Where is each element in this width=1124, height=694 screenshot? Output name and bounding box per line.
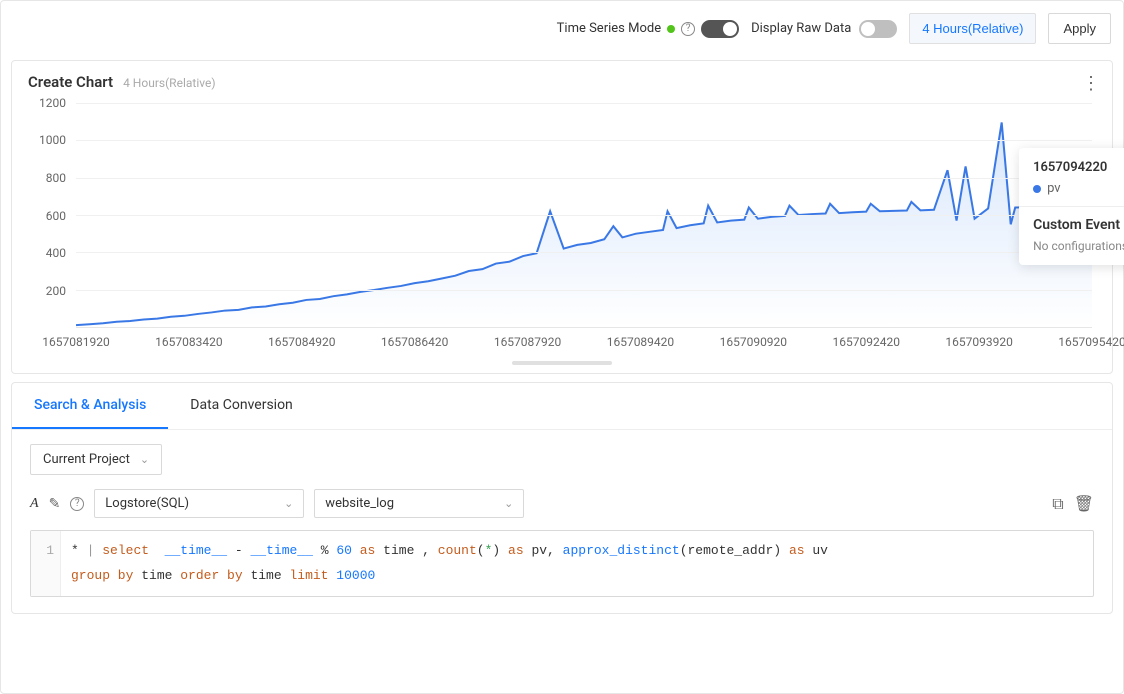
- tooltip-timestamp: 1657094220: [1033, 160, 1124, 175]
- chart-header: Create Chart 4 Hours(Relative): [20, 73, 1104, 97]
- delete-icon[interactable]: 🗑: [1074, 494, 1094, 514]
- chart-plot[interactable]: [76, 103, 1092, 328]
- sql-editor[interactable]: 1 * | select __time__ - __time__ % 60 as…: [30, 530, 1094, 597]
- chevron-down-icon: ⌄: [504, 497, 513, 510]
- scroll-hint[interactable]: [512, 361, 612, 365]
- status-dot-icon: [667, 25, 675, 33]
- project-select-label: Current Project: [43, 452, 130, 467]
- table-select[interactable]: website_log ⌄: [314, 489, 524, 518]
- chart-body: 20040060080010001200 1657081920165708342…: [28, 103, 1096, 353]
- tooltip-dot-icon: [1033, 185, 1041, 193]
- chevron-down-icon: ⌄: [284, 497, 293, 510]
- logstore-select-label: Logstore(SQL): [105, 496, 189, 511]
- editor-gutter: 1: [31, 531, 61, 596]
- chevron-down-icon: ⌄: [140, 453, 149, 466]
- raw-data-toggle[interactable]: [859, 20, 897, 38]
- apply-button[interactable]: Apply: [1048, 13, 1111, 44]
- tooltip-divider: [1019, 206, 1124, 207]
- project-select[interactable]: Current Project ⌄: [30, 444, 162, 475]
- project-row: Current Project ⌄: [12, 430, 1112, 485]
- y-axis: 20040060080010001200: [28, 103, 68, 328]
- chart-panel: Create Chart 4 Hours(Relative) ⋮ 2004006…: [11, 60, 1113, 374]
- tooltip-series-label: pv: [1047, 181, 1061, 196]
- app-container: Time Series Mode ? Display Raw Data 4 Ho…: [0, 0, 1124, 694]
- query-toolbar: A ✎ ? Logstore(SQL) ⌄ website_log ⌄ ⧉ 🗑: [12, 485, 1112, 530]
- table-select-label: website_log: [325, 496, 394, 511]
- help-icon[interactable]: ?: [681, 22, 695, 36]
- tooltip-event-title: Custom Event: [1033, 217, 1124, 233]
- toolbar-right-icons: ⧉ 🗑: [1052, 494, 1094, 514]
- x-axis: 1657081920165708342016570849201657086420…: [76, 331, 1092, 353]
- chart-title: Create Chart: [28, 73, 113, 91]
- tab-data-conversion[interactable]: Data Conversion: [168, 383, 315, 429]
- editor-code[interactable]: * | select __time__ - __time__ % 60 as t…: [61, 531, 838, 596]
- chart-menu-icon[interactable]: ⋮: [1082, 73, 1100, 94]
- raw-data-group: Display Raw Data: [751, 20, 897, 38]
- chart-tooltip: 1657094220 pv 1096 Custom Event No confi…: [1019, 148, 1124, 265]
- query-panel: Search & Analysis Data Conversion Curren…: [11, 382, 1113, 614]
- edit-icon[interactable]: ✎: [49, 496, 61, 512]
- query-help-icon[interactable]: ?: [70, 497, 84, 511]
- tooltip-series-row: pv 1096: [1033, 181, 1124, 196]
- time-series-toggle[interactable]: [701, 20, 739, 38]
- time-range-button[interactable]: 4 Hours(Relative): [909, 13, 1036, 44]
- time-series-mode-group: Time Series Mode ?: [557, 20, 739, 38]
- tab-search-analysis[interactable]: Search & Analysis: [12, 383, 168, 429]
- format-icon[interactable]: A: [30, 496, 39, 512]
- raw-data-label: Display Raw Data: [751, 21, 851, 36]
- chart-subtitle: 4 Hours(Relative): [123, 76, 215, 90]
- tabs: Search & Analysis Data Conversion: [12, 383, 1112, 430]
- logstore-select[interactable]: Logstore(SQL) ⌄: [94, 489, 304, 518]
- top-bar: Time Series Mode ? Display Raw Data 4 Ho…: [5, 5, 1119, 52]
- copy-icon[interactable]: ⧉: [1052, 494, 1063, 514]
- tooltip-event-body: No configurations exist: [1033, 239, 1124, 253]
- time-series-mode-label: Time Series Mode: [557, 21, 661, 36]
